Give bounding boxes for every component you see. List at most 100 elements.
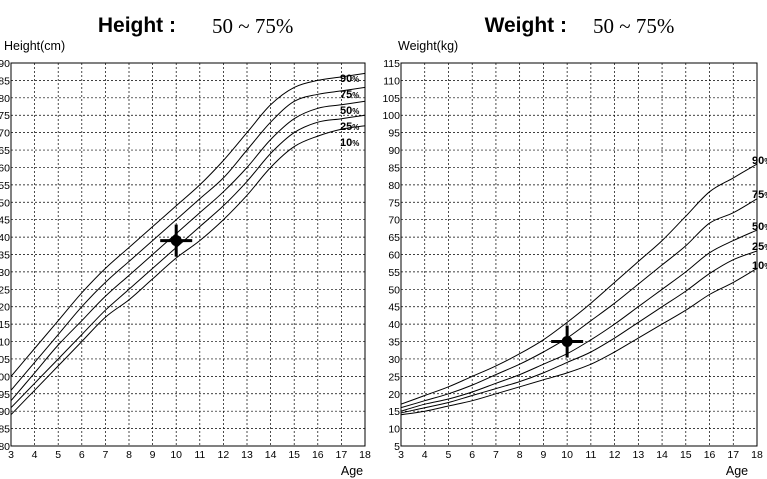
y-tick-label: 165: [0, 145, 10, 157]
series-75-label: 75%: [752, 189, 767, 201]
series-75-label: 75%: [340, 89, 359, 101]
x-tick-label: 3: [8, 449, 14, 461]
x-tick-label: 14: [265, 449, 277, 461]
x-tick-label: 6: [79, 449, 85, 461]
y-tick-label: 185: [0, 75, 10, 87]
height-gridlines: [11, 63, 365, 446]
y-tick-label: 5: [394, 441, 400, 453]
y-tick-label: 90: [388, 145, 400, 157]
x-tick-label: 16: [312, 449, 324, 461]
y-tick-label: 190: [0, 58, 10, 70]
x-tick-label: 15: [680, 449, 692, 461]
x-tick-label: 12: [609, 449, 621, 461]
y-tick-label: 100: [382, 110, 400, 122]
x-tick-label: 13: [632, 449, 644, 461]
height-plot-frame: [10, 62, 366, 447]
weight-chart-title: Weight :: [485, 14, 567, 37]
y-tick-label: 10: [388, 424, 400, 436]
y-tick-label: 65: [388, 232, 400, 244]
series-75-curve: [401, 198, 757, 409]
x-tick-label: 10: [170, 449, 182, 461]
x-tick-label: 16: [704, 449, 716, 461]
y-tick-label: 155: [0, 180, 10, 192]
y-tick-label: 70: [388, 215, 400, 227]
series-50-curve: [10, 100, 366, 402]
height-curves: [10, 72, 366, 416]
x-tick-label: 15: [288, 449, 300, 461]
y-tick-label: 170: [0, 128, 10, 140]
x-tick-label: 8: [517, 449, 523, 461]
y-tick-label: 50: [388, 284, 400, 296]
x-tick-label: 7: [102, 449, 108, 461]
y-tick-label: 140: [0, 232, 10, 244]
series-75-curve: [10, 86, 366, 391]
x-tick-label: 10: [561, 449, 573, 461]
x-tick-label: 4: [32, 449, 38, 461]
series-25-label: 25%: [752, 241, 767, 253]
y-tick-label: 60: [388, 250, 400, 262]
series-50-label: 50%: [752, 221, 767, 233]
y-tick-label: 35: [388, 337, 400, 349]
height-y-axis-label: Height(cm): [4, 39, 65, 53]
x-tick-label: 14: [656, 449, 668, 461]
y-tick-label: 40: [388, 319, 400, 331]
series-25-label: 25%: [340, 121, 359, 133]
y-tick-label: 180: [0, 93, 10, 105]
height-chart: Height :50 ~ 75%Height(cm)Age80859095100…: [0, 14, 371, 478]
series-90-label: 90%: [752, 155, 767, 167]
weight-y-axis-label: Weight(kg): [398, 39, 458, 53]
y-tick-label: 145: [0, 215, 10, 227]
series-50-label: 50%: [340, 105, 359, 117]
y-tick-label: 95: [388, 128, 400, 140]
y-tick-label: 45: [388, 302, 400, 314]
y-tick-label: 15: [388, 406, 400, 418]
weight-measurement-marker: [551, 325, 584, 358]
series-10-curve: [401, 267, 757, 416]
weight-chart: Weight : 50 ~ 75% Weight(kg) Age 5 10 15 20 25 30…: [382, 14, 767, 478]
y-tick-label: 105: [0, 354, 10, 366]
series-10-label: 10%: [752, 260, 767, 272]
series-25-curve: [401, 250, 757, 414]
y-tick-label: 110: [0, 337, 10, 349]
x-tick-label: 3: [398, 449, 404, 461]
y-tick-label: 30: [388, 354, 400, 366]
y-tick-label: 175: [0, 110, 10, 122]
y-tick-label: 110: [383, 75, 400, 87]
series-90-curve: [10, 72, 366, 377]
series-50-curve: [401, 229, 757, 412]
y-tick-label: 80: [0, 441, 10, 453]
x-tick-label: 5: [55, 449, 61, 461]
y-tick-label: 95: [0, 389, 10, 401]
x-tick-label: 17: [336, 449, 348, 461]
y-tick-label: 85: [388, 162, 400, 174]
y-tick-label: 150: [0, 197, 10, 209]
y-tick-label: 115: [383, 58, 400, 70]
y-tick-label: 160: [0, 162, 10, 174]
weight-plot-frame: [400, 62, 758, 447]
x-tick-label: 6: [469, 449, 475, 461]
weight-chart-range: 50 ~ 75%: [593, 14, 674, 38]
y-tick-label: 85: [0, 424, 10, 436]
y-tick-label: 125: [0, 284, 10, 296]
x-tick-label: 11: [585, 449, 596, 461]
x-tick-label: 12: [218, 449, 230, 461]
y-tick-label: 90: [0, 406, 10, 418]
y-tick-label: 80: [388, 180, 400, 192]
height-x-axis-label: Age: [341, 464, 363, 478]
weight-gridlines: [401, 63, 757, 446]
x-tick-label: 9: [150, 449, 156, 461]
y-tick-label: 135: [0, 250, 10, 262]
series-25-curve: [10, 114, 366, 409]
y-tick-label: 55: [388, 267, 400, 279]
y-tick-label: 20: [388, 389, 400, 401]
y-tick-label: 130: [0, 267, 10, 279]
weight-x-axis-label: Age: [726, 464, 748, 478]
y-tick-label: 115: [0, 319, 10, 331]
x-tick-label: 7: [493, 449, 499, 461]
y-tick-label: 25: [388, 371, 400, 383]
height-measurement-marker: [160, 224, 193, 257]
height-chart-title: Height :: [98, 14, 176, 37]
x-tick-label: 9: [540, 449, 546, 461]
x-tick-label: 8: [126, 449, 132, 461]
